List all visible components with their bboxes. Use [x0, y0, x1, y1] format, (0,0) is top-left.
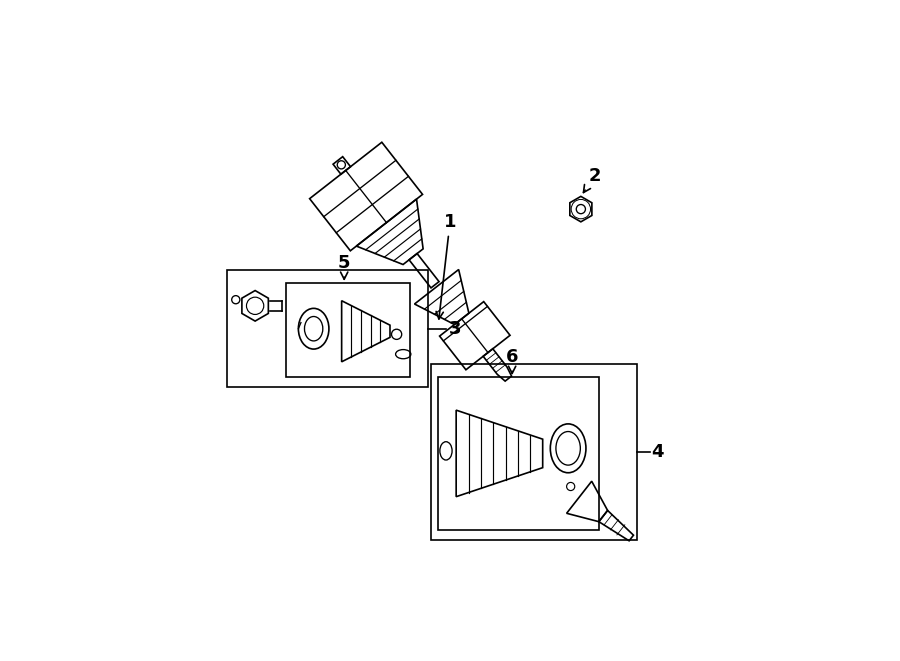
Bar	[438, 377, 598, 529]
Text: 3: 3	[448, 320, 461, 338]
Bar	[285, 283, 410, 377]
Bar	[431, 364, 637, 540]
Text: 4: 4	[651, 443, 663, 461]
Text: 2: 2	[583, 167, 601, 192]
Text: 6: 6	[506, 348, 518, 373]
Bar	[227, 270, 428, 387]
Text: 5: 5	[338, 254, 350, 280]
Text: 1: 1	[436, 213, 456, 319]
